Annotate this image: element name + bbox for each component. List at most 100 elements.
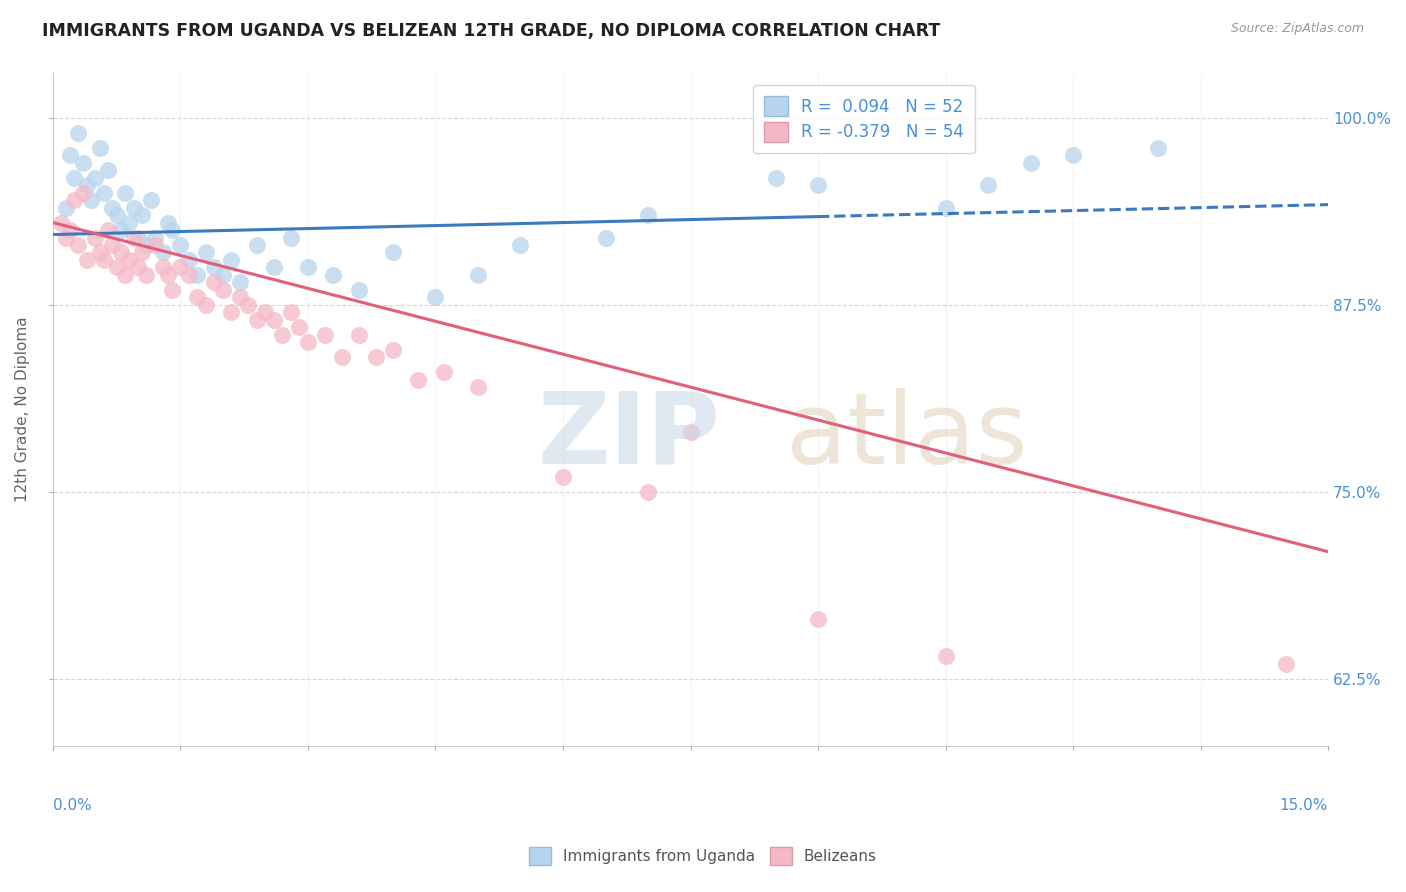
- Point: [807, 178, 830, 193]
- Point: [114, 186, 136, 200]
- Point: [160, 223, 183, 237]
- Point: [127, 230, 149, 244]
- Point: [347, 327, 370, 342]
- Point: [72, 186, 94, 200]
- Point: [169, 260, 191, 275]
- Point: [595, 230, 617, 244]
- Point: [229, 276, 252, 290]
- Point: [118, 216, 141, 230]
- Point: [89, 141, 111, 155]
- Point: [110, 245, 132, 260]
- Point: [122, 230, 145, 244]
- Point: [76, 178, 98, 193]
- Point: [246, 238, 269, 252]
- Point: [271, 327, 294, 342]
- Point: [105, 208, 128, 222]
- Point: [63, 193, 86, 207]
- Point: [72, 155, 94, 169]
- Point: [238, 298, 260, 312]
- Point: [186, 290, 208, 304]
- Point: [177, 268, 200, 282]
- Text: 15.0%: 15.0%: [1279, 798, 1329, 814]
- Point: [467, 380, 489, 394]
- Point: [55, 201, 77, 215]
- Point: [280, 230, 302, 244]
- Point: [51, 216, 73, 230]
- Point: [156, 216, 179, 230]
- Point: [89, 245, 111, 260]
- Point: [467, 268, 489, 282]
- Point: [59, 223, 82, 237]
- Point: [408, 373, 430, 387]
- Point: [139, 193, 162, 207]
- Point: [288, 320, 311, 334]
- Point: [1147, 141, 1170, 155]
- Point: [97, 223, 120, 237]
- Point: [143, 238, 166, 252]
- Point: [221, 252, 243, 267]
- Point: [807, 612, 830, 626]
- Point: [67, 238, 90, 252]
- Point: [135, 238, 157, 252]
- Point: [118, 252, 141, 267]
- Point: [637, 484, 659, 499]
- Point: [263, 313, 285, 327]
- Point: [204, 260, 226, 275]
- Text: 0.0%: 0.0%: [53, 798, 91, 814]
- Text: IMMIGRANTS FROM UGANDA VS BELIZEAN 12TH GRADE, NO DIPLOMA CORRELATION CHART: IMMIGRANTS FROM UGANDA VS BELIZEAN 12TH …: [42, 22, 941, 40]
- Point: [55, 230, 77, 244]
- Point: [433, 365, 456, 379]
- Point: [76, 252, 98, 267]
- Legend: R =  0.094   N = 52, R = -0.379   N = 54: R = 0.094 N = 52, R = -0.379 N = 54: [752, 85, 976, 153]
- Point: [229, 290, 252, 304]
- Point: [177, 252, 200, 267]
- Point: [67, 126, 90, 140]
- Point: [935, 201, 957, 215]
- Text: ZIP: ZIP: [537, 388, 720, 485]
- Point: [254, 305, 277, 319]
- Point: [80, 193, 103, 207]
- Point: [347, 283, 370, 297]
- Point: [765, 170, 787, 185]
- Point: [152, 245, 174, 260]
- Point: [204, 276, 226, 290]
- Text: Source: ZipAtlas.com: Source: ZipAtlas.com: [1230, 22, 1364, 36]
- Point: [156, 268, 179, 282]
- Point: [93, 252, 115, 267]
- Point: [114, 268, 136, 282]
- Point: [221, 305, 243, 319]
- Point: [280, 305, 302, 319]
- Point: [127, 260, 149, 275]
- Point: [131, 245, 153, 260]
- Point: [97, 163, 120, 178]
- Point: [637, 208, 659, 222]
- Point: [84, 230, 107, 244]
- Point: [425, 290, 447, 304]
- Point: [1019, 155, 1042, 169]
- Point: [551, 470, 574, 484]
- Point: [1274, 657, 1296, 671]
- Point: [135, 268, 157, 282]
- Point: [297, 335, 319, 350]
- Point: [186, 268, 208, 282]
- Point: [194, 245, 217, 260]
- Point: [977, 178, 1000, 193]
- Point: [122, 201, 145, 215]
- Point: [152, 260, 174, 275]
- Point: [93, 186, 115, 200]
- Point: [314, 327, 336, 342]
- Point: [935, 649, 957, 664]
- Point: [679, 425, 702, 439]
- Point: [105, 260, 128, 275]
- Point: [101, 238, 124, 252]
- Point: [59, 148, 82, 162]
- Text: atlas: atlas: [786, 388, 1028, 485]
- Point: [381, 245, 404, 260]
- Point: [131, 208, 153, 222]
- Point: [101, 201, 124, 215]
- Point: [263, 260, 285, 275]
- Point: [322, 268, 344, 282]
- Point: [1062, 148, 1084, 162]
- Point: [212, 268, 235, 282]
- Point: [143, 230, 166, 244]
